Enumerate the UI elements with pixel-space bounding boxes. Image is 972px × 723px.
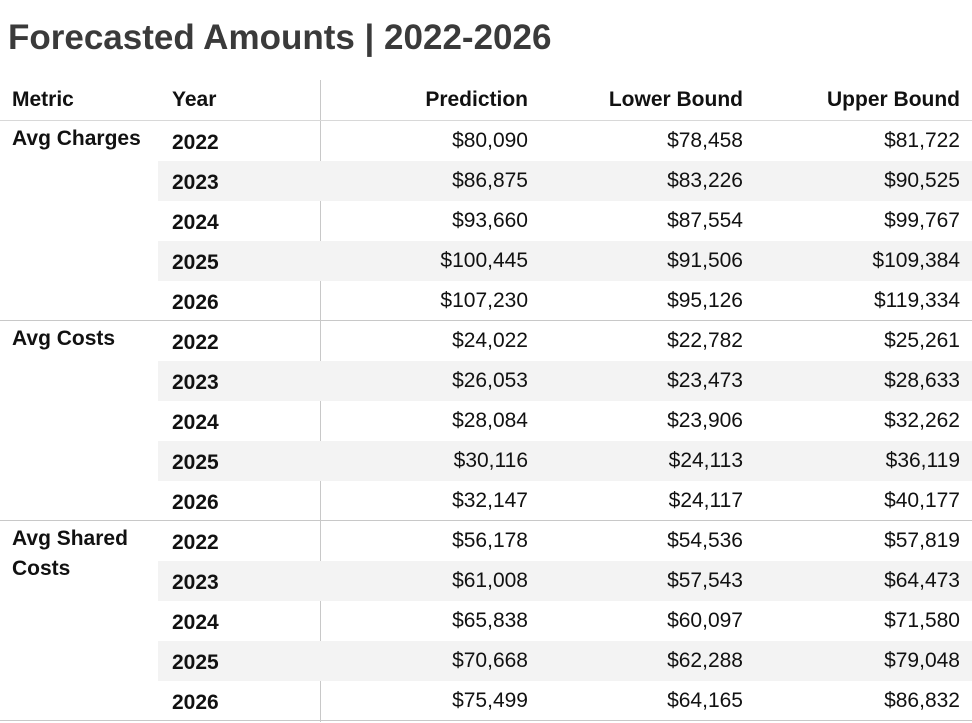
upper-bound-cell: $40,177 <box>884 489 960 512</box>
year-cell: 2025 <box>172 451 219 474</box>
upper-bound-cell: $90,525 <box>884 169 960 192</box>
year-cell: 2023 <box>172 171 219 194</box>
prediction-cell: $100,445 <box>440 249 528 272</box>
metric-label: Avg Costs <box>12 327 116 350</box>
lower-bound-cell: $24,113 <box>668 449 743 472</box>
upper-bound-cell: $109,384 <box>872 249 960 272</box>
table-row: 2024 $93,660 $87,554 $99,767 <box>158 201 972 241</box>
page-title: Forecasted Amounts | 2022-2026 <box>8 18 552 57</box>
table-row: 2022 $56,178 $54,536 $57,819 <box>158 521 972 561</box>
lower-bound-cell: $23,906 <box>667 409 743 432</box>
table-row: 2026 $32,147 $24,117 $40,177 <box>158 481 972 521</box>
upper-bound-cell: $32,262 <box>884 409 960 432</box>
lower-bound-cell: $64,165 <box>667 689 743 712</box>
table-row: 2026 $75,499 $64,165 $86,832 <box>158 681 972 721</box>
lower-bound-cell: $78,458 <box>667 129 743 152</box>
upper-bound-cell: $28,633 <box>884 369 960 392</box>
year-cell: 2024 <box>172 211 219 234</box>
table-row: 2026 $107,230 $95,126 $119,334 <box>158 281 972 321</box>
table-row: 2023 $61,008 $57,543 $64,473 <box>158 561 972 601</box>
upper-bound-cell: $119,334 <box>873 289 960 312</box>
header-year: Year <box>172 88 217 111</box>
year-cell: 2022 <box>172 331 219 354</box>
lower-bound-cell: $22,782 <box>667 329 743 352</box>
prediction-cell: $107,230 <box>440 289 528 312</box>
year-cell: 2026 <box>172 491 219 514</box>
header-upper-bound: Upper Bound <box>827 88 960 111</box>
lower-bound-cell: $91,506 <box>667 249 743 272</box>
year-cell: 2022 <box>172 531 219 554</box>
prediction-cell: $28,084 <box>452 409 528 432</box>
year-cell: 2023 <box>172 571 219 594</box>
table-row: 2025 $30,116 $24,113 $36,119 <box>158 441 972 481</box>
prediction-cell: $65,838 <box>452 609 528 632</box>
table-row: 2022 $80,090 $78,458 $81,722 <box>158 121 972 161</box>
prediction-cell: $75,499 <box>452 689 528 712</box>
header-lower-bound: Lower Bound <box>608 88 743 111</box>
year-cell: 2026 <box>172 691 219 714</box>
forecast-table: Metric Year Prediction Lower Bound Upper… <box>0 80 972 722</box>
lower-bound-cell: $83,226 <box>667 169 743 192</box>
prediction-cell: $80,090 <box>452 129 528 152</box>
prediction-cell: $70,668 <box>452 649 528 672</box>
upper-bound-cell: $86,832 <box>884 689 960 712</box>
lower-bound-cell: $23,473 <box>667 369 743 392</box>
upper-bound-cell: $36,119 <box>885 449 960 472</box>
metric-group: Avg Costs 2022 $24,022 $22,782 $25,261 2023 $2… <box>0 321 972 521</box>
year-cell: 2025 <box>172 651 219 674</box>
header-metric: Metric <box>12 88 74 111</box>
column-divider <box>320 80 321 722</box>
lower-bound-cell: $87,554 <box>667 209 743 232</box>
table-body: Avg Charges 2022 $80,090 $78,458 $81,722 2023… <box>0 121 972 721</box>
table-row: 2022 $24,022 $22,782 $25,261 <box>158 321 972 361</box>
metric-label: Avg Shared Costs <box>12 527 128 580</box>
prediction-cell: $24,022 <box>452 329 528 352</box>
upper-bound-cell: $25,261 <box>884 329 960 352</box>
lower-bound-cell: $62,288 <box>667 649 743 672</box>
lower-bound-cell: $60,097 <box>667 609 743 632</box>
prediction-cell: $32,147 <box>452 489 528 512</box>
year-cell: 2024 <box>172 611 219 634</box>
table-row: 2023 $26,053 $23,473 $28,633 <box>158 361 972 401</box>
upper-bound-cell: $64,473 <box>884 569 960 592</box>
upper-bound-cell: $81,722 <box>884 129 960 152</box>
header-prediction: Prediction <box>425 88 528 111</box>
prediction-cell: $61,008 <box>452 569 528 592</box>
lower-bound-cell: $95,126 <box>667 289 743 312</box>
table-row: 2023 $86,875 $83,226 $90,525 <box>158 161 972 201</box>
year-cell: 2023 <box>172 371 219 394</box>
upper-bound-cell: $79,048 <box>884 649 960 672</box>
prediction-cell: $56,178 <box>452 529 528 552</box>
upper-bound-cell: $57,819 <box>884 529 960 552</box>
year-cell: 2025 <box>172 251 219 274</box>
prediction-cell: $26,053 <box>452 369 528 392</box>
prediction-cell: $93,660 <box>452 209 528 232</box>
prediction-cell: $86,875 <box>452 169 528 192</box>
year-cell: 2022 <box>172 131 219 154</box>
metric-label: Avg Charges <box>12 127 141 150</box>
year-cell: 2026 <box>172 291 219 314</box>
table-row: 2024 $65,838 $60,097 $71,580 <box>158 601 972 641</box>
prediction-cell: $30,116 <box>453 449 528 472</box>
lower-bound-cell: $54,536 <box>667 529 743 552</box>
upper-bound-cell: $99,767 <box>884 209 960 232</box>
lower-bound-cell: $57,543 <box>667 569 743 592</box>
metric-group: Avg Charges 2022 $80,090 $78,458 $81,722 2023… <box>0 121 972 321</box>
table-row: 2024 $28,084 $23,906 $32,262 <box>158 401 972 441</box>
table-header: Metric Year Prediction Lower Bound Upper… <box>0 80 972 121</box>
upper-bound-cell: $71,580 <box>884 609 960 632</box>
table-row: 2025 $100,445 $91,506 $109,384 <box>158 241 972 281</box>
metric-group: Avg Shared Costs 2022 $56,178 $54,536 $57,81… <box>0 521 972 721</box>
lower-bound-cell: $24,117 <box>668 489 743 512</box>
table-row: 2025 $70,668 $62,288 $79,048 <box>158 641 972 681</box>
year-cell: 2024 <box>172 411 219 434</box>
